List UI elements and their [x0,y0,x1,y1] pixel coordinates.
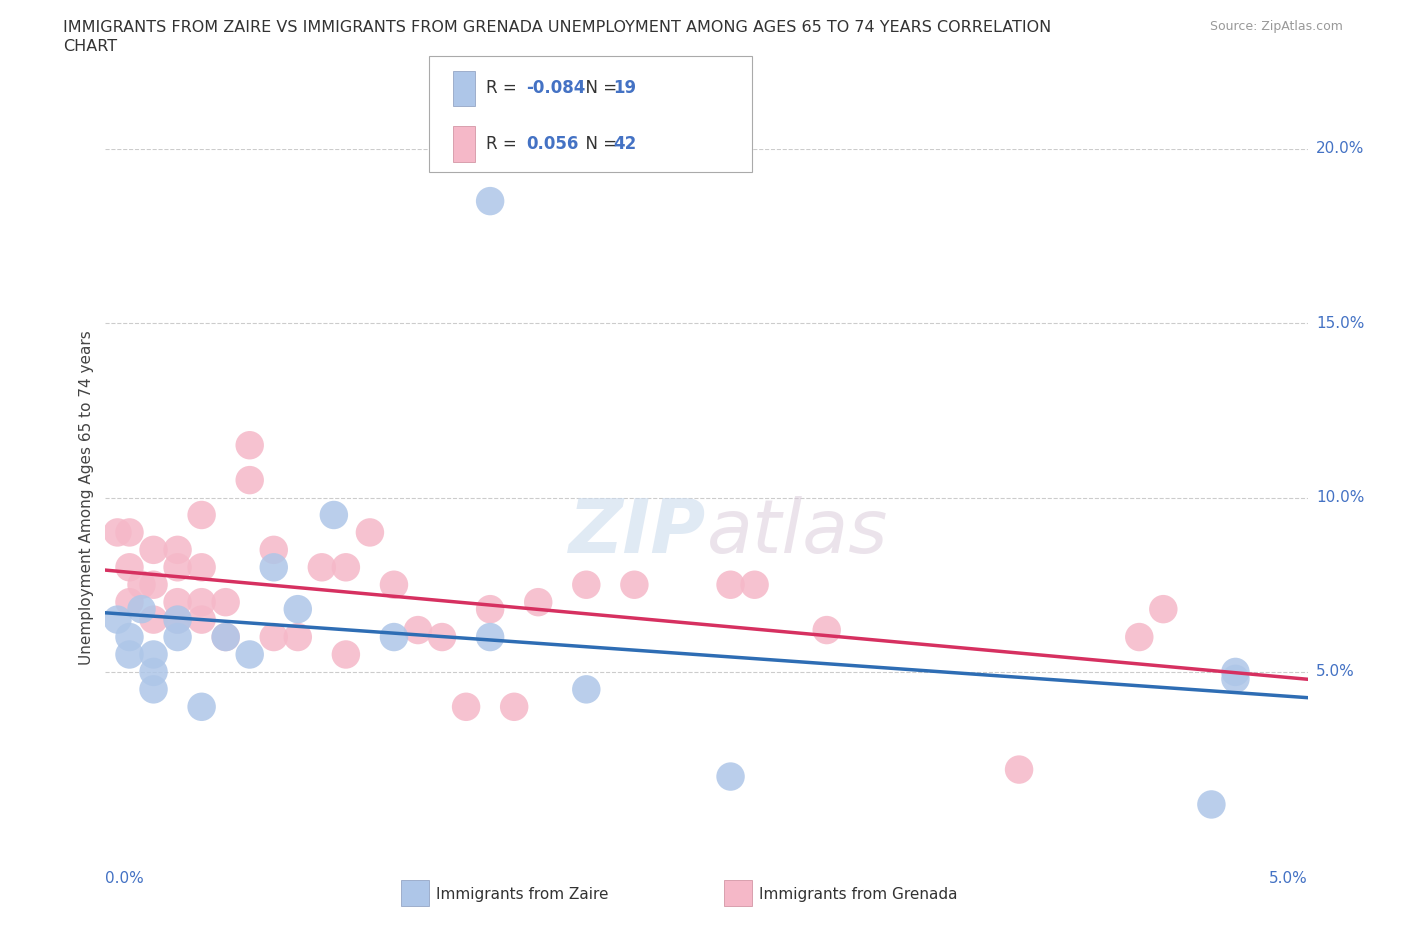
Point [335,560,357,575]
Point [503,699,526,714]
Text: 15.0%: 15.0% [1316,315,1364,331]
Text: Immigrants from Grenada: Immigrants from Grenada [759,887,957,902]
Point [107,525,129,540]
Text: Source: ZipAtlas.com: Source: ZipAtlas.com [1209,20,1343,33]
Text: R =: R = [486,79,523,98]
Text: -0.084: -0.084 [526,79,585,98]
Text: 42: 42 [613,135,637,153]
Point [1225,665,1247,680]
Point [214,630,236,644]
Point [623,578,645,592]
Point [263,560,285,575]
Text: atlas: atlas [707,497,889,568]
Point [311,560,333,575]
Point [214,595,236,610]
Point [1225,671,1247,686]
Text: 5.0%: 5.0% [1316,664,1354,680]
Point [744,578,766,592]
Point [190,560,212,575]
Point [239,647,262,662]
Point [131,578,153,592]
Text: CHART: CHART [63,39,117,54]
Point [118,595,141,610]
Point [166,560,188,575]
Text: ZIP: ZIP [569,496,707,569]
Point [575,682,598,697]
Point [142,612,165,627]
Point [142,542,165,557]
Point [1152,602,1174,617]
Point [118,647,141,662]
Point [263,542,285,557]
Point [406,623,429,638]
Point [107,612,129,627]
Text: 20.0%: 20.0% [1316,141,1364,156]
Point [1128,630,1150,644]
Point [166,595,188,610]
Point [142,665,165,680]
Point [479,193,502,208]
Point [263,630,285,644]
Point [287,630,309,644]
Text: 0.056: 0.056 [526,135,578,153]
Point [239,438,262,453]
Point [479,630,502,644]
Point [190,699,212,714]
Point [720,578,742,592]
Point [239,472,262,487]
Point [382,578,405,592]
Point [322,508,344,523]
Point [118,630,141,644]
Text: 10.0%: 10.0% [1316,490,1364,505]
Point [118,560,141,575]
Point [1008,763,1031,777]
Point [479,602,502,617]
Text: 19: 19 [613,79,636,98]
Text: 5.0%: 5.0% [1268,871,1308,886]
Point [190,508,212,523]
Point [454,699,477,714]
Point [190,595,212,610]
Text: 0.0%: 0.0% [105,871,145,886]
Text: Immigrants from Zaire: Immigrants from Zaire [436,887,609,902]
Point [430,630,453,644]
Text: R =: R = [486,135,527,153]
Point [335,647,357,662]
Point [166,612,188,627]
Text: N =: N = [575,135,623,153]
Point [131,602,153,617]
Text: N =: N = [575,79,623,98]
Point [142,682,165,697]
Y-axis label: Unemployment Among Ages 65 to 74 years: Unemployment Among Ages 65 to 74 years [79,330,94,665]
Text: IMMIGRANTS FROM ZAIRE VS IMMIGRANTS FROM GRENADA UNEMPLOYMENT AMONG AGES 65 TO 7: IMMIGRANTS FROM ZAIRE VS IMMIGRANTS FROM… [63,20,1052,35]
Point [166,612,188,627]
Point [359,525,381,540]
Point [166,630,188,644]
Point [118,525,141,540]
Point [382,630,405,644]
Point [287,602,309,617]
Point [190,612,212,627]
Point [1201,797,1223,812]
Point [815,623,838,638]
Point [575,578,598,592]
Point [214,630,236,644]
Point [166,542,188,557]
Point [527,595,550,610]
Point [720,769,742,784]
Point [142,647,165,662]
Point [142,578,165,592]
